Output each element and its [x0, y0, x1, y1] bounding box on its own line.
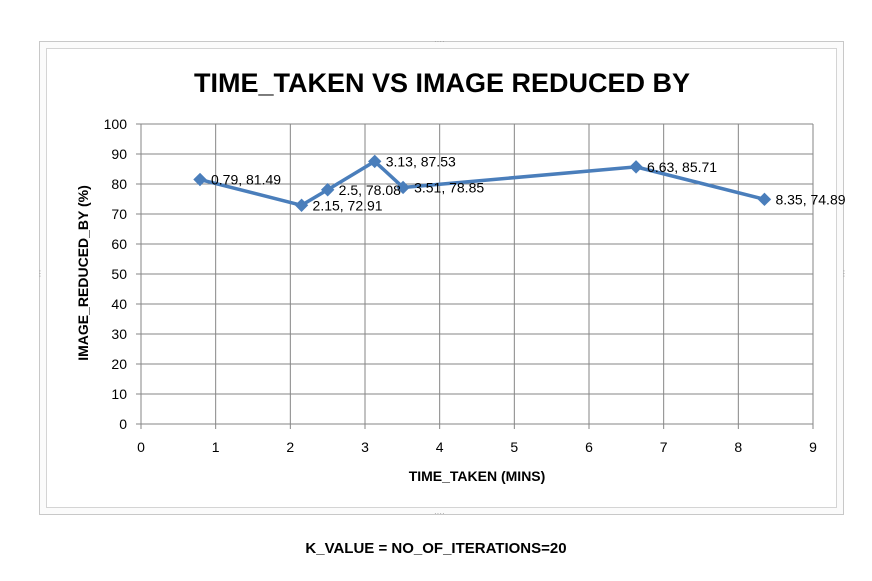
x-tick-label-7: 7 [660, 439, 668, 455]
x-tick-label-8: 8 [734, 439, 742, 455]
y-tick-labels: 0 10 20 30 40 50 60 70 80 90 100 [104, 116, 128, 432]
gridlines [141, 123, 814, 424]
resize-handle-left[interactable]: ⋮ [36, 269, 44, 278]
x-tick-labels: 0 1 2 3 4 5 6 7 8 9 [137, 439, 817, 455]
x-tick-label-2: 2 [286, 439, 294, 455]
resize-handle-bottom[interactable]: ···· [434, 509, 445, 518]
chart-area[interactable] [46, 48, 837, 508]
resize-handle-top[interactable]: ···· [434, 37, 445, 46]
x-axis-title: TIME_TAKEN (MINS) [409, 468, 546, 484]
data-series [193, 154, 772, 212]
x-tick-label-4: 4 [436, 439, 444, 455]
x-tick-label-5: 5 [510, 439, 518, 455]
y-tick-label-50: 50 [111, 266, 127, 282]
y-tick-label-10: 10 [111, 386, 127, 402]
data-point-3 [367, 154, 382, 169]
data-label-3: 3.13, 87.53 [386, 153, 456, 169]
data-label-0: 0.79, 81.49 [211, 172, 281, 188]
x-tick-label-0: 0 [137, 439, 145, 455]
x-tick-label-3: 3 [361, 439, 369, 455]
y-tick-label-100: 100 [104, 116, 128, 132]
data-point-5 [629, 160, 643, 174]
x-tick-label-6: 6 [585, 439, 593, 455]
data-label-4: 3.51, 78.85 [414, 179, 484, 195]
data-point-4 [396, 180, 410, 195]
y-tick-label-40: 40 [111, 296, 127, 312]
data-label-6: 8.35, 74.89 [775, 191, 845, 207]
chart-title: TIME_TAKEN VS IMAGE REDUCED BY [194, 68, 690, 98]
data-label-5: 6.63, 85.71 [647, 159, 717, 175]
x-tick-label-1: 1 [212, 439, 220, 455]
axes [136, 123, 814, 429]
y-tick-label-30: 30 [111, 326, 127, 342]
data-point-1 [294, 198, 309, 212]
y-tick-label-0: 0 [119, 416, 127, 432]
data-label-1: 2.15, 72.91 [313, 197, 383, 213]
data-point-2 [320, 183, 335, 197]
y-tick-label-80: 80 [111, 176, 127, 192]
y-tick-label-70: 70 [111, 206, 127, 222]
data-labels: 0.79, 81.49 2.15, 72.912.5, 78.08 3.13, 87… [211, 153, 846, 213]
y-tick-label-90: 90 [111, 146, 127, 162]
data-label-2: 2.5, 78.08 [339, 182, 401, 198]
caption: K_VALUE = NO_OF_ITERATIONS=20 [305, 540, 567, 557]
data-point-6 [757, 192, 772, 207]
y-tick-label-60: 60 [111, 236, 127, 252]
data-point-0 [193, 172, 207, 187]
y-tick-label-20: 20 [111, 356, 127, 372]
x-tick-label-9: 9 [809, 439, 817, 455]
resize-handle-right[interactable]: ⋮ [840, 269, 848, 278]
y-axis-title: IMAGE_REDUCED_BY (%) [75, 185, 91, 361]
